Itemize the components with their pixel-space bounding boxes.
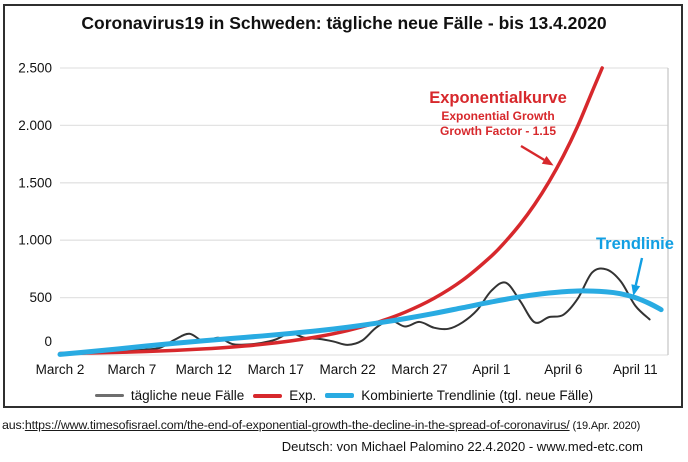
legend-label-trend: Kombinierte Trendlinie (tgl. neue Fälle): [361, 388, 594, 403]
x-tick-label: March 7: [108, 362, 157, 377]
x-tick-label: March 22: [319, 362, 375, 377]
chart-canvas: 0 500 1.000 1.500 2.000 2.500 March 2 March 7 Ma…: [18, 61, 669, 377]
legend-item-exp: Exp.: [253, 388, 316, 403]
trend-arrow-head: [631, 284, 641, 296]
trendline-annotation: Trendlinie: [596, 235, 674, 253]
trend-line-swatch: [325, 393, 355, 398]
x-tick-label: March 27: [391, 362, 447, 377]
x-tick-label: April 6: [544, 362, 582, 377]
x-tick-label: April 1: [472, 362, 510, 377]
exp-annotation-sub2: Growth Factor - 1.15: [439, 123, 557, 138]
exp-line-swatch: [253, 393, 283, 398]
source-link[interactable]: https://www.timesofisrael.com/the-end-of…: [24, 418, 570, 432]
x-tick-label: March 12: [176, 362, 232, 377]
x-tick-label: March 17: [248, 362, 304, 377]
source-date: (19.Apr. 2020): [569, 420, 641, 432]
y-tick-label: 1.500: [18, 175, 52, 190]
legend-label-daily: tägliche neue Fälle: [130, 388, 245, 403]
y-tick-label: 0: [44, 334, 52, 349]
y-tick-label: 2.000: [18, 118, 52, 133]
exp-arrow-head: [541, 156, 554, 166]
exp-arrow: [520, 144, 545, 161]
legend-item-trend: Kombinierte Trendlinie (tgl. neue Fälle): [325, 388, 593, 403]
exp-annotation-sub1: Exponential Growth: [441, 108, 555, 123]
chart-legend: tägliche neue Fälle Exp. Kombinierte Tre…: [0, 388, 688, 403]
x-tick-label: March 2: [36, 362, 85, 377]
trend-curve: [57, 288, 664, 357]
daily-line-swatch: [94, 394, 124, 397]
source-line: aus:https://www.timesofisrael.com/the-en…: [2, 418, 686, 432]
y-tick-label: 500: [29, 290, 52, 305]
y-tick-label: 1.000: [18, 233, 52, 248]
chart-title: Coronavirus19 in Schweden: tägliche neue…: [81, 13, 607, 33]
exp-annotation-title: Exponentialkurve: [429, 89, 567, 107]
trend-arrow: [634, 257, 644, 286]
legend-label-exp: Exp.: [289, 388, 317, 403]
exp-curve: [58, 66, 604, 356]
source-prefix: aus:: [2, 418, 25, 432]
chart-frame: [3, 4, 683, 408]
credit-line: Deutsch: von Michael Palomino 22.4.2020 …: [281, 439, 643, 454]
daily-curve: [59, 267, 651, 356]
y-tick-label: 2.500: [18, 61, 52, 76]
legend-item-daily: tägliche neue Fälle: [94, 388, 245, 403]
x-tick-label: April 11: [613, 362, 658, 377]
exponential-annotation: Exponentialkurve Exponential Growth Grow…: [408, 88, 588, 139]
